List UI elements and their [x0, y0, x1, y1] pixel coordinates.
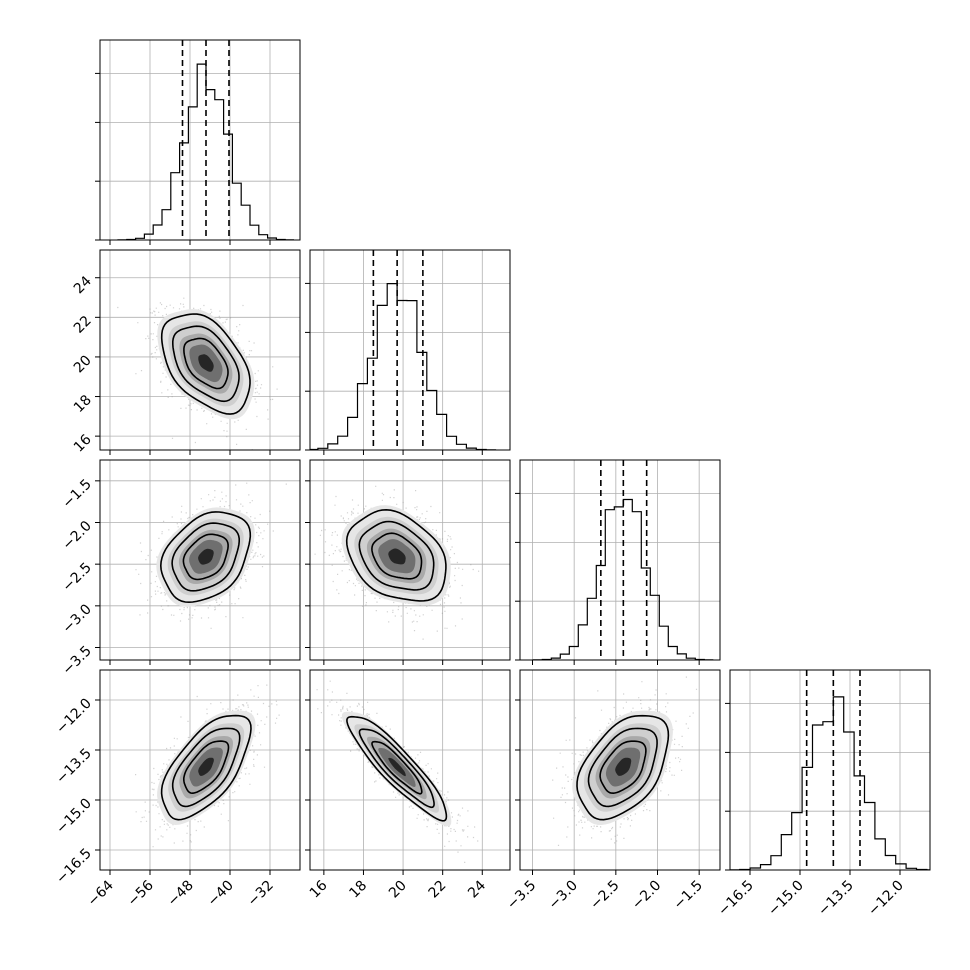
x-tick-label: −15.0 — [765, 878, 807, 920]
scatter-panel-1-0: 16 18 20 22 24 — [71, 249, 301, 456]
contour-line — [345, 508, 447, 602]
panel-frame — [309, 669, 511, 871]
y-tick-label: −12.0 — [53, 696, 95, 738]
x-tick-label: −40 — [205, 878, 237, 910]
x-tick-label: −2.0 — [629, 878, 664, 913]
x-tick-label: −1.5 — [671, 878, 706, 913]
y-tick-label: 20 — [71, 352, 95, 376]
histogram-step — [532, 498, 714, 660]
y-tick-label: 24 — [71, 273, 95, 297]
scatter-panel-3-1: 16 18 20 22 24 — [305, 669, 511, 902]
panel-frame — [99, 669, 301, 871]
contour-line — [358, 728, 435, 809]
x-tick-label: 18 — [346, 878, 370, 902]
x-tick-label: 22 — [426, 878, 450, 902]
panel-frame — [519, 459, 721, 661]
panel-frame — [309, 249, 511, 451]
panel-frame — [99, 249, 301, 451]
y-tick-label: −2.0 — [59, 518, 94, 553]
histogram-panel-0 — [95, 39, 301, 245]
contour-line — [159, 511, 252, 604]
density-level — [388, 548, 406, 565]
x-tick-label: −3.5 — [504, 878, 539, 913]
panel-frame — [99, 39, 301, 241]
scatter-panel-3-2: −3.5 −3.0 −2.5 −2.0 −1.5 — [504, 669, 721, 913]
contour-line — [358, 520, 435, 591]
x-tick-label: 20 — [386, 878, 410, 902]
contour-line — [172, 325, 240, 403]
y-tick-label: −3.5 — [59, 643, 94, 678]
y-tick-label: −13.5 — [53, 746, 95, 788]
contour-line — [160, 714, 252, 821]
histogram-panel-1 — [305, 249, 511, 455]
y-tick-label: −15.0 — [53, 796, 95, 838]
x-tick-label: −3.0 — [546, 878, 581, 913]
y-tick-label: −16.5 — [53, 846, 95, 888]
contour-line — [599, 740, 647, 795]
scatter-panel-2-1 — [305, 459, 511, 665]
contour-line — [587, 727, 658, 808]
x-tick-label: −2.5 — [587, 878, 622, 913]
x-tick-label: −64 — [85, 877, 117, 909]
contour-line — [171, 522, 240, 592]
x-tick-label: 16 — [307, 877, 331, 901]
x-tick-label: −12.0 — [865, 878, 907, 920]
contour-line — [371, 532, 423, 580]
panel-frame — [729, 669, 931, 871]
x-tick-label: −13.5 — [815, 878, 857, 920]
y-tick-label: 22 — [71, 313, 95, 337]
y-tick-label: −3.0 — [59, 601, 94, 636]
x-tick-label: 24 — [465, 877, 489, 901]
density-level — [198, 354, 214, 372]
density-level — [388, 757, 406, 777]
histogram-panel-2 — [515, 459, 721, 665]
density-level — [198, 548, 214, 565]
y-tick-label: 16 — [71, 432, 95, 456]
contour-line — [183, 740, 230, 795]
contour-line — [346, 715, 448, 822]
panel-frame — [519, 669, 721, 871]
y-tick-label: 18 — [71, 392, 95, 416]
contour-line — [576, 714, 670, 821]
y-tick-label: −1.5 — [59, 476, 94, 511]
contour-line — [371, 740, 423, 795]
panel-frame — [309, 459, 511, 661]
scatter-panel-2-0: −3.5 −3.0 −2.5 −2.0 −1.5 — [59, 459, 301, 678]
contour-line — [182, 533, 229, 581]
x-tick-label: −56 — [125, 877, 157, 909]
density-level — [615, 757, 632, 776]
density-level — [198, 757, 214, 776]
scatter-panel-3-0: −64 −56 −48 −40 −32 −16.5 −15.0 −13.5 −12.0 — [53, 669, 301, 910]
x-tick-label: −32 — [245, 878, 277, 910]
histogram-panel-3: −16.5 −15.0 −13.5 −12.0 — [715, 669, 931, 920]
x-tick-label: −48 — [165, 878, 197, 910]
contour-line — [160, 313, 251, 415]
x-tick-label: −16.5 — [715, 878, 757, 920]
panel-frame — [99, 459, 301, 661]
y-tick-label: −2.5 — [59, 560, 94, 595]
contour-line — [171, 727, 241, 808]
contour-line — [183, 337, 229, 390]
